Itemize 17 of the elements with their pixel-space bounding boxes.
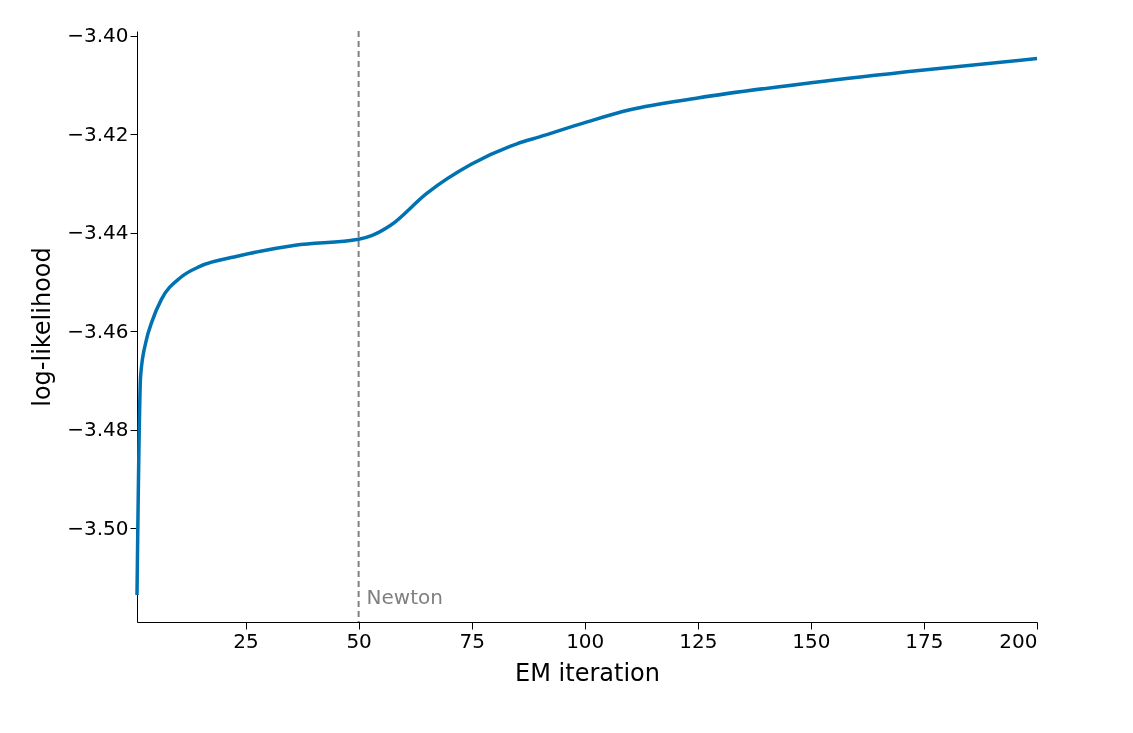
y-tick-label: −3.50 (67, 515, 129, 540)
x-axis-title: EM iteration (515, 658, 660, 687)
y-tick-label: −3.42 (67, 121, 129, 146)
x-tick-label: 25 (233, 628, 259, 653)
x-tick-label: 75 (459, 628, 485, 653)
ref-line-label: Newton (366, 585, 443, 609)
x-tick-label: 150 (792, 628, 831, 653)
x-tick-label: 125 (679, 628, 718, 653)
y-tick-label: −3.40 (67, 23, 129, 48)
x-tick-label: 50 (346, 628, 372, 653)
y-axis-title: log-likelihood (28, 247, 57, 407)
y-tick-label: −3.44 (67, 220, 129, 245)
x-tick-label: 200 (999, 628, 1038, 653)
y-tick-label: −3.48 (67, 417, 129, 442)
x-tick-label: 100 (566, 628, 605, 653)
y-tick-label: −3.46 (67, 318, 129, 343)
x-tick-label: 175 (905, 628, 944, 653)
